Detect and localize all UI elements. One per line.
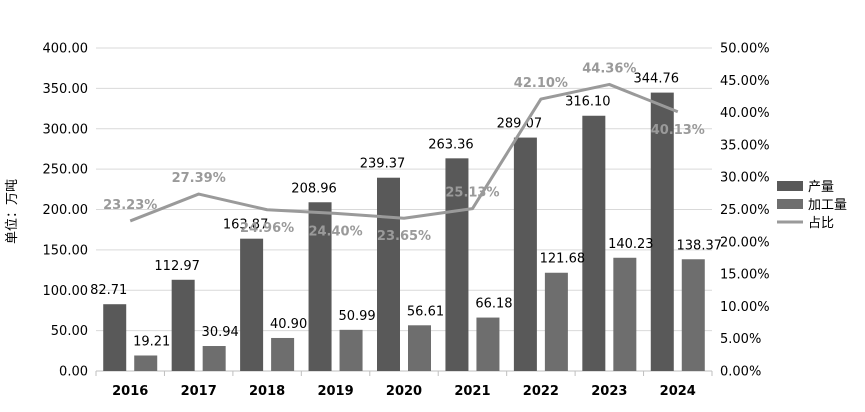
legend-label: 产量 <box>808 180 834 195</box>
bar-processing <box>339 329 363 371</box>
x-tick-label: 2024 <box>660 384 696 399</box>
bar-production <box>513 137 537 371</box>
y-tick-label: 0.00 <box>59 365 88 380</box>
y-tick-label: 300.00 <box>43 122 89 137</box>
y2-tick-label: 20.00% <box>720 235 770 250</box>
bar-value-label: 30.94 <box>202 325 239 340</box>
x-tick-label: 2017 <box>181 384 217 399</box>
bar-processing <box>613 257 637 371</box>
bar-processing <box>271 337 295 371</box>
y-tick-label: 150.00 <box>43 243 89 258</box>
y2-tick-label: 35.00% <box>720 138 770 153</box>
bar-value-label: 66.18 <box>475 297 512 312</box>
x-tick-label: 2018 <box>249 384 285 399</box>
y-tick-label: 400.00 <box>43 42 89 57</box>
bar-value-label: 344.76 <box>634 72 680 87</box>
x-tick-label: 2023 <box>591 384 627 399</box>
bar-value-label: 263.36 <box>428 137 474 152</box>
bar-value-label: 208.96 <box>291 181 337 196</box>
x-tick-label: 2019 <box>317 384 353 399</box>
bar-value-label: 50.99 <box>338 309 375 324</box>
bar-value-label: 19.21 <box>133 334 170 349</box>
bar-value-label: 121.68 <box>540 252 586 267</box>
x-tick-label: 2022 <box>523 384 559 399</box>
x-tick-label: 2020 <box>386 384 422 399</box>
bar-production <box>650 92 674 372</box>
bar-processing <box>681 259 705 371</box>
bar-processing <box>476 317 500 371</box>
ratio-value-label: 23.23% <box>103 198 157 213</box>
bar-value-label: 112.97 <box>154 259 200 274</box>
ratio-value-label: 27.39% <box>172 171 226 186</box>
legend-swatch <box>777 199 803 209</box>
ratio-value-label: 23.65% <box>377 229 431 244</box>
bar-production <box>308 202 332 371</box>
y-axis-title: 单位：万吨 <box>5 179 20 244</box>
bar-processing <box>544 272 568 371</box>
y-tick-label: 100.00 <box>43 284 89 299</box>
legend-label: 占比 <box>808 216 834 231</box>
y-tick-label: 50.00 <box>51 324 88 339</box>
y2-tick-label: 50.00% <box>720 42 770 57</box>
y2-tick-label: 10.00% <box>720 300 770 315</box>
bar-production <box>582 115 606 371</box>
bar-value-label: 239.37 <box>360 157 406 172</box>
bar-value-label: 316.10 <box>565 95 611 110</box>
bar-value-label: 56.61 <box>407 304 444 319</box>
y-tick-label: 250.00 <box>43 163 89 178</box>
bar-processing <box>202 346 226 371</box>
y2-tick-label: 0.00% <box>720 365 761 380</box>
bar-production <box>240 238 264 371</box>
y2-tick-label: 40.00% <box>720 106 770 121</box>
bar-value-label: 289.07 <box>497 117 543 132</box>
bar-production <box>103 304 127 371</box>
ratio-value-label: 24.40% <box>308 224 362 239</box>
bar-production <box>377 177 400 371</box>
bar-value-label: 40.90 <box>270 317 307 332</box>
ratio-line <box>129 82 679 223</box>
bar-value-label: 138.37 <box>677 238 723 253</box>
bar-value-label: 82.71 <box>90 283 127 298</box>
bar-processing <box>134 355 158 371</box>
y2-tick-label: 5.00% <box>720 332 761 347</box>
ratio-value-label: 25.13% <box>445 186 499 201</box>
bar-processing <box>408 325 431 371</box>
ratio-value-label: 42.10% <box>514 76 568 91</box>
x-tick-label: 2016 <box>112 384 148 399</box>
legend-label: 加工量 <box>808 198 847 213</box>
y2-tick-label: 15.00% <box>720 268 770 283</box>
y2-tick-label: 25.00% <box>720 203 770 218</box>
legend-swatch <box>777 181 803 191</box>
ratio-value-label: 44.36% <box>582 61 636 76</box>
bar-value-label: 163.87 <box>223 218 269 233</box>
y-tick-label: 200.00 <box>43 203 89 218</box>
y2-tick-label: 45.00% <box>720 74 770 89</box>
ratio-value-label: 24.96% <box>240 221 294 236</box>
y-tick-label: 350.00 <box>43 82 89 97</box>
y2-tick-label: 30.00% <box>720 171 770 186</box>
bar-value-label: 140.23 <box>608 237 654 252</box>
bar-production <box>171 279 195 371</box>
x-tick-label: 2021 <box>454 384 490 399</box>
ratio-value-label: 40.13% <box>651 123 705 138</box>
